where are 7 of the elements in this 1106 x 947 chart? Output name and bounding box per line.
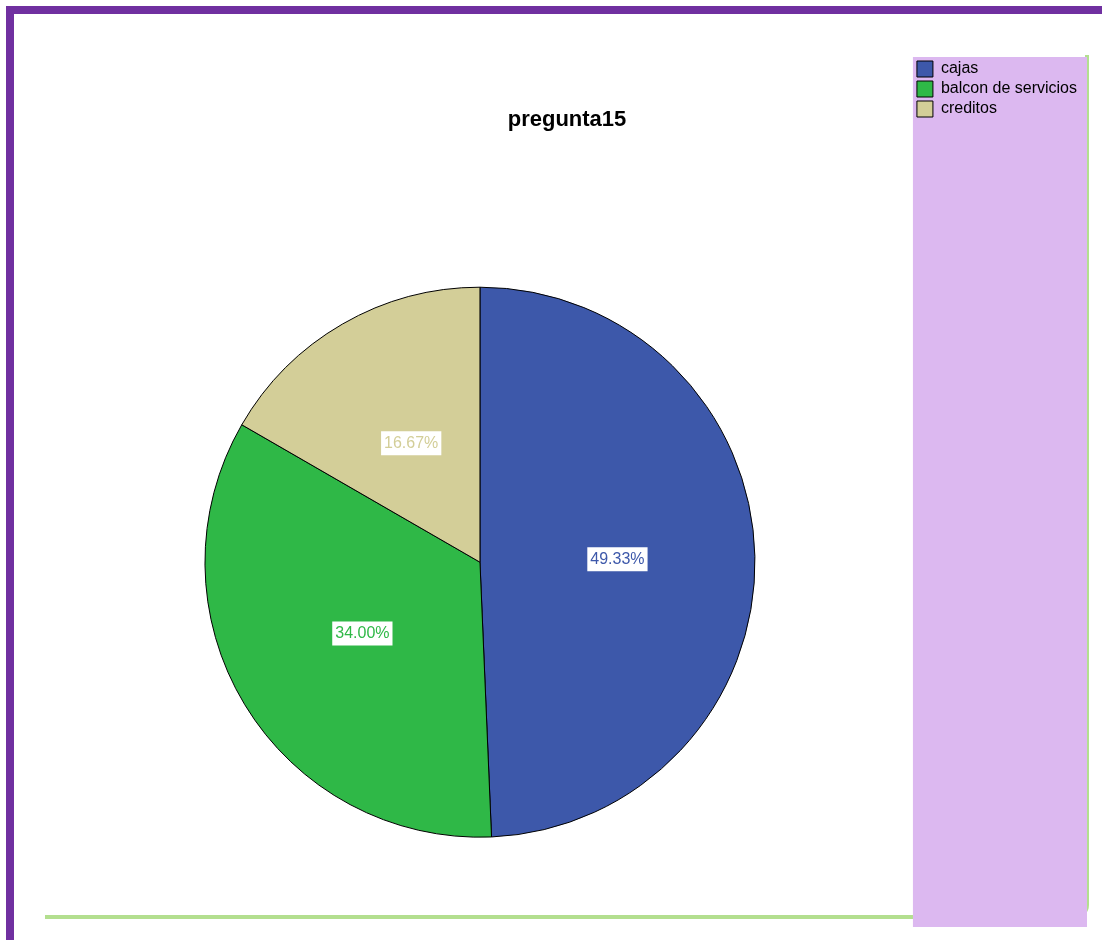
legend-label: balcon de servicios [940,79,1078,97]
text: pregunta15 [507,106,627,132]
legend-label: cajas [940,59,979,77]
data-label: 49.33% [590,549,645,567]
data-label: 34.00% [335,623,390,641]
data-label: 16.67% [384,433,439,451]
legend-label: creditos [940,99,997,117]
